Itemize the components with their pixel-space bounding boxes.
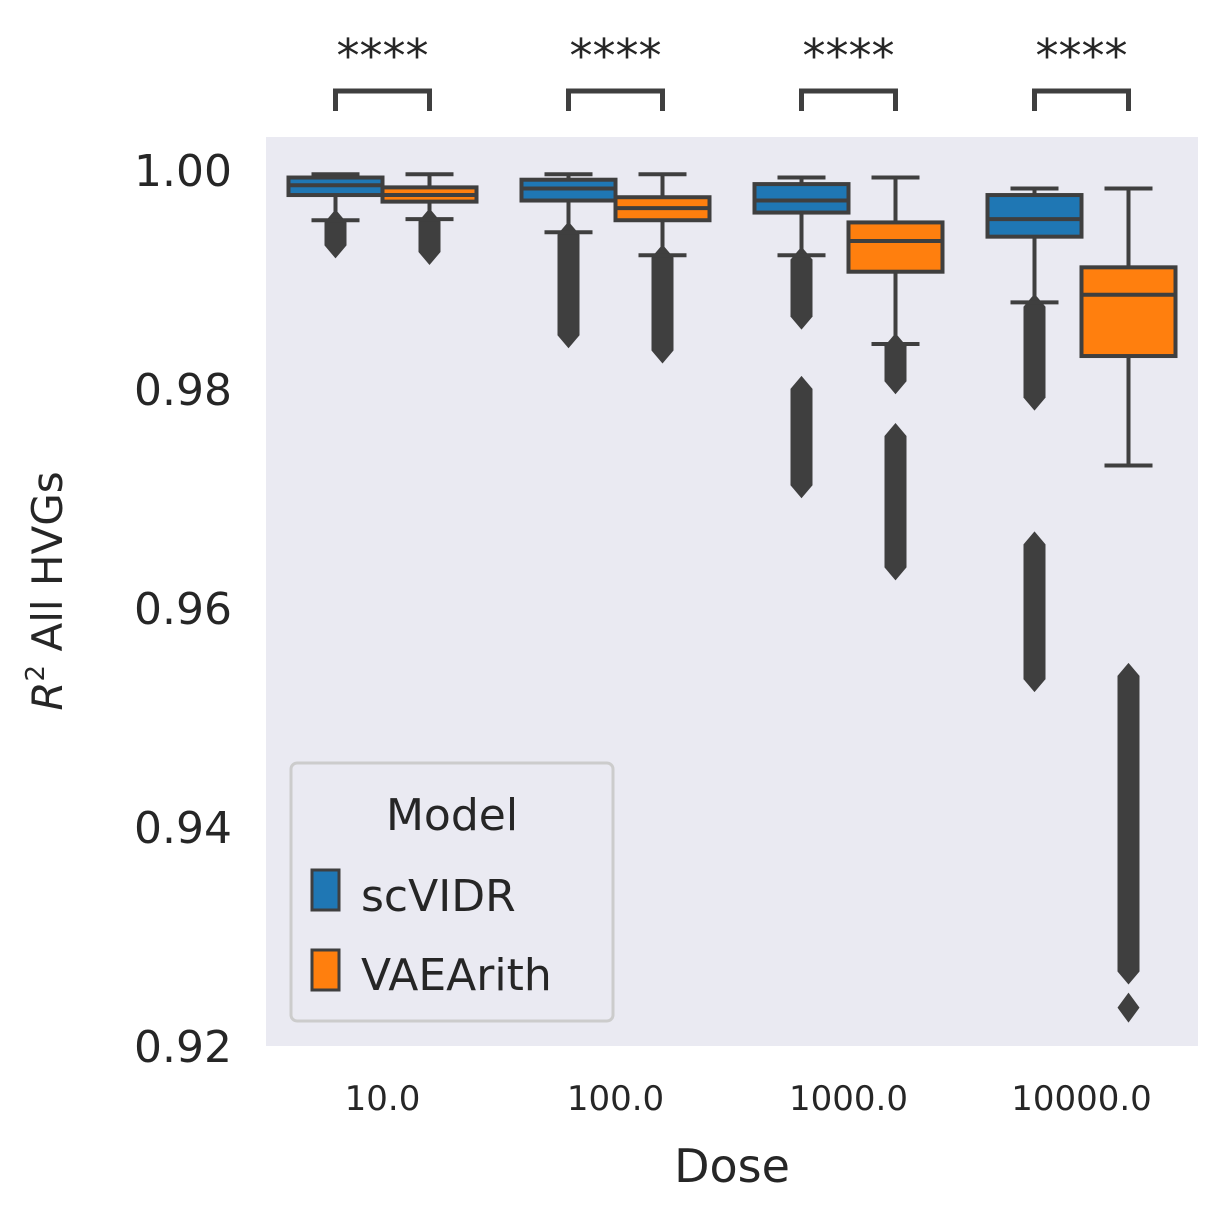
significance-bracket [566,88,665,111]
box-body [846,220,945,274]
y-tick-label: 1.00 [134,146,232,197]
outlier-points [1117,662,1140,985]
box-scVIDR-10000.0 [985,186,1084,693]
outlier-points [790,246,813,330]
significance-bracket [1032,88,1131,111]
legend-frame [289,761,615,1023]
outlier-points [790,375,813,499]
outlier-points [1023,293,1046,411]
y-tick-labels: 0.92 0.94 0.96 0.98 1.00 [134,146,232,1073]
box-body [1079,265,1178,359]
box-VAEArith-1000.0 [846,175,945,581]
significance-bracket [333,88,432,111]
box-VAEArith-10.0 [380,172,479,265]
box-body [752,182,851,215]
legend: Model scVIDR VAEArith [289,761,615,1023]
significance-label: **** [1036,29,1128,83]
box-scVIDR-10.0 [286,172,385,259]
x-tick-labels: 10.0 100.0 1000.0 10000.0 [345,1079,1152,1119]
y-tick-label: 0.94 [134,803,232,854]
significance-layer: **** **** **** **** [333,29,1131,111]
outlier-points [651,244,674,364]
y-axis-label-sup: 2 [21,665,51,682]
significance-label: **** [803,29,895,83]
outlier-points [884,333,907,395]
box-body [985,193,1084,239]
legend-label-vaearith: VAEArith [361,950,552,1001]
outlier-points [557,221,580,349]
y-tick-label: 0.96 [134,584,232,635]
legend-label-scvidr: scVIDR [361,871,516,922]
x-tick-label: 100.0 [567,1079,664,1119]
y-axis-label-rest: All HVGs [23,471,72,665]
y-tick-label: 0.92 [134,1022,232,1073]
outlier-points [418,208,441,265]
significance-label: **** [337,29,429,83]
x-tick-label: 10000.0 [1011,1079,1152,1119]
outlier-point [1117,992,1140,1023]
x-tick-label: 10.0 [345,1079,421,1119]
legend-swatch-scvidr [310,868,341,912]
y-axis-label: R2 All HVGs [21,471,72,710]
x-tick-label: 1000.0 [789,1079,908,1119]
y-axis-label-r: R [23,681,72,710]
box-VAEArith-10000.0 [1079,186,1178,1023]
box-VAEArith-100.0 [613,172,712,364]
boxes-layer [286,172,1178,1023]
significance-label: **** [570,29,662,83]
outlier-points [884,422,907,581]
box-scVIDR-100.0 [519,172,618,349]
legend-title: Model [386,790,518,841]
y-tick-label: 0.98 [134,365,232,416]
outlier-points [1023,531,1046,693]
box-scVIDR-1000.0 [752,175,851,499]
significance-bracket [799,88,898,111]
legend-swatch-vaearith [310,948,341,992]
x-axis-label: Dose [674,1139,790,1193]
